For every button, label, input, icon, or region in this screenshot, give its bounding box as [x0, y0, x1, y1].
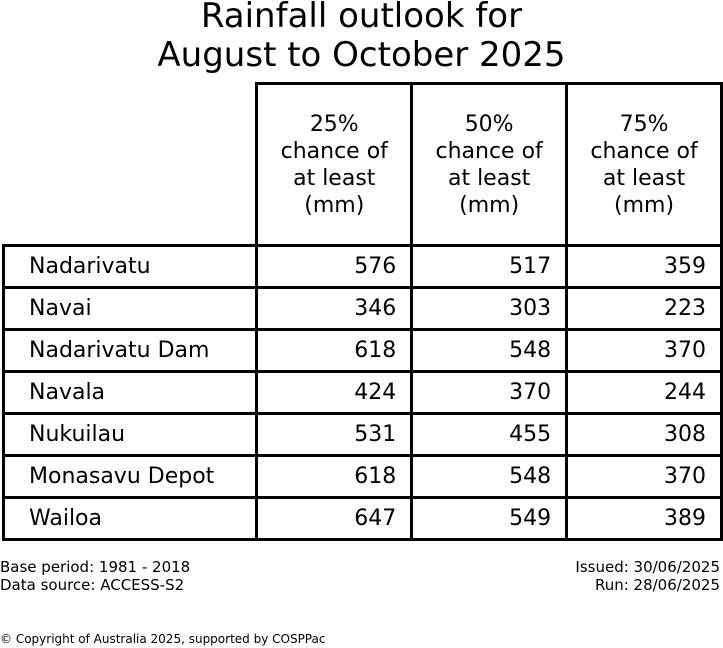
- footer-right: Issued: 30/06/2025 Run: 28/06/2025: [575, 558, 720, 594]
- column-header-line: at least: [602, 165, 686, 191]
- column-header-line: chance of: [590, 138, 698, 164]
- value-75: 223: [565, 286, 723, 331]
- column-header-line: chance of: [435, 138, 543, 164]
- run-date-text: Run: 28/06/2025: [594, 576, 720, 594]
- column-header-line: 25%: [309, 111, 359, 137]
- value-75: 359: [565, 244, 723, 289]
- table-row: Nukuilau 531 455 308: [1, 412, 723, 457]
- table-row: Nadarivatu 576 517 359: [1, 244, 723, 289]
- value-25: 647: [255, 496, 414, 541]
- column-header-line: (mm): [459, 192, 520, 218]
- station-name: Nadarivatu: [1, 244, 259, 289]
- column-header-line: at least: [447, 165, 531, 191]
- column-header-50: 50% chance of at least (mm): [410, 82, 569, 247]
- chart-title-line-1: Rainfall outlook for: [200, 0, 523, 36]
- value-75: 370: [565, 328, 723, 373]
- value-50: 549: [410, 496, 569, 541]
- column-header-line: (mm): [304, 192, 365, 218]
- column-header-25: 25% chance of at least (mm): [255, 82, 414, 247]
- chart-title-line-2: August to October 2025: [157, 35, 566, 75]
- column-header-line: 75%: [619, 111, 669, 137]
- value-75: 244: [565, 370, 723, 415]
- value-25: 618: [255, 454, 414, 499]
- value-50: 303: [410, 286, 569, 331]
- issued-date-text: Issued: 30/06/2025: [575, 558, 720, 576]
- station-name: Navala: [1, 370, 259, 415]
- column-header-75: 75% chance of at least (mm): [565, 82, 723, 247]
- value-50: 370: [410, 370, 569, 415]
- value-25: 424: [255, 370, 414, 415]
- table-row: Navai 346 303 223: [1, 286, 723, 331]
- value-75: 370: [565, 454, 723, 499]
- column-header-line: chance of: [280, 138, 388, 164]
- base-period-text: Base period: 1981 - 2018: [0, 558, 191, 576]
- value-50: 517: [410, 244, 569, 289]
- data-source-text: Data source: ACCESS-S2: [0, 576, 185, 594]
- table-corner-cell: [4, 84, 257, 246]
- value-50: 548: [410, 328, 569, 373]
- station-name: Nukuilau: [1, 412, 259, 457]
- table-row: Nadarivatu Dam 618 548 370: [1, 328, 723, 373]
- table-row: Wailoa 647 549 389: [1, 496, 723, 541]
- station-name: Navai: [1, 286, 259, 331]
- footer-left: Base period: 1981 - 2018 Data source: AC…: [0, 558, 190, 594]
- value-50: 548: [410, 454, 569, 499]
- column-header-line: 50%: [464, 111, 514, 137]
- value-50: 455: [410, 412, 569, 457]
- value-25: 346: [255, 286, 414, 331]
- station-name: Wailoa: [1, 496, 259, 541]
- table-header-row: 25% chance of at least (mm) 50% chance o…: [4, 82, 723, 247]
- station-name: Monasavu Depot: [1, 454, 259, 499]
- copyright-text: © Copyright of Australia 2025, supported…: [0, 632, 326, 646]
- table-row: Monasavu Depot 618 548 370: [1, 454, 723, 499]
- column-header-line: (mm): [614, 192, 675, 218]
- table-row: Navala 424 370 244: [1, 370, 723, 415]
- value-25: 576: [255, 244, 414, 289]
- value-25: 531: [255, 412, 414, 457]
- station-name: Nadarivatu Dam: [1, 328, 259, 373]
- value-25: 618: [255, 328, 414, 373]
- column-header-line: at least: [293, 165, 376, 191]
- rainfall-outlook-table: 25% chance of at least (mm) 50% chance o…: [1, 82, 723, 541]
- value-75: 308: [565, 412, 723, 457]
- value-75: 389: [565, 496, 723, 541]
